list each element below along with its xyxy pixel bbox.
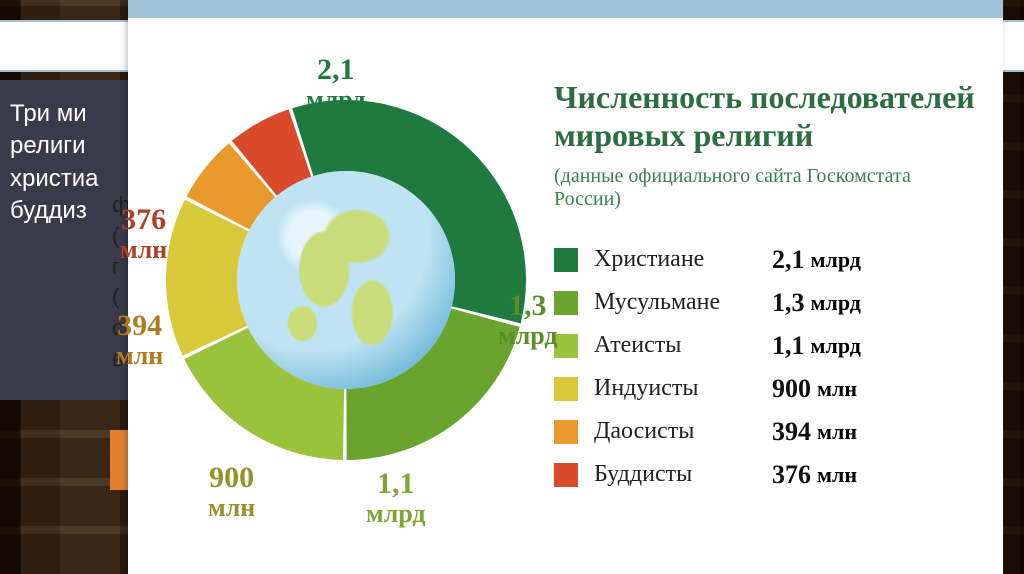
chart-subtitle: (данные официального сайта Госкомстата Р…	[554, 165, 975, 211]
slice-label-unit: млрд	[366, 500, 426, 527]
legend-value: 900	[772, 374, 811, 404]
left-panel-line: Три ми	[10, 98, 120, 130]
left-panel-line: христиа	[10, 163, 120, 195]
legend-value: 394	[772, 417, 811, 447]
slice-label-buddhists: 376 млн	[120, 204, 167, 263]
legend-swatch	[554, 334, 578, 358]
slice-label-hindus: 900 млн	[208, 462, 255, 521]
slice-label-atheists: 1,1 млрд	[366, 468, 426, 527]
legend-unit: млрд	[811, 247, 861, 273]
slice-label-unit: млн	[116, 342, 163, 369]
infographic-card: 2,1 млрд1,3 млрд1,1 млрд900 млн394 млн37…	[128, 0, 1003, 574]
chart-title: Численность последователей мировых религ…	[554, 78, 975, 155]
legend-name: Индуисты	[594, 375, 772, 402]
legend-row-hindus: Индуисты900млн	[554, 374, 975, 404]
left-panel-line: буддиз	[10, 195, 120, 227]
slice-label-value: 1,1	[377, 467, 415, 500]
legend-unit: млрд	[811, 290, 861, 316]
legend-name: Буддисты	[594, 461, 772, 488]
slice-label-christians: 2,1 млрд	[306, 54, 366, 113]
legend-name: Даосисты	[594, 418, 772, 445]
left-panel-line: религи	[10, 130, 120, 162]
legend-name: Христиане	[594, 246, 772, 273]
text-panel: Численность последователей мировых религ…	[554, 30, 975, 554]
legend-value: 1,3	[772, 288, 805, 318]
left-dark-panel: Три ми религи христиа буддиз	[0, 80, 130, 400]
legend-name: Мусульмане	[594, 289, 772, 316]
slice-label-unit: млн	[208, 494, 255, 521]
slice-label-value: 2,1	[317, 53, 355, 86]
slice-label-value: 376	[121, 203, 166, 236]
legend-swatch	[554, 291, 578, 315]
legend-swatch	[554, 420, 578, 444]
legend-swatch	[554, 377, 578, 401]
slice-label-unit: млрд	[306, 86, 366, 113]
legend-unit: млн	[817, 462, 857, 488]
chart-panel: 2,1 млрд1,3 млрд1,1 млрд900 млн394 млн37…	[156, 50, 536, 554]
legend-row-taoists: Даосисты394млн	[554, 417, 975, 447]
legend-row-atheists: Атеисты1,1млрд	[554, 331, 975, 361]
legend-swatch	[554, 463, 578, 487]
slice-label-value: 900	[209, 461, 254, 494]
legend-row-christians: Христиане2,1млрд	[554, 245, 975, 275]
globe-icon	[237, 171, 455, 389]
left-orange-strip	[110, 430, 130, 490]
legend-unit: млн	[817, 419, 857, 445]
legend-row-buddhists: Буддисты376млн	[554, 460, 975, 490]
slice-label-value: 1,3	[509, 289, 547, 322]
legend-unit: млрд	[811, 333, 861, 359]
legend-unit: млн	[817, 376, 857, 402]
legend-row-muslims: Мусульмане1,3млрд	[554, 288, 975, 318]
slice-label-unit: млн	[120, 236, 167, 263]
slice-label-unit: млрд	[498, 322, 558, 349]
slice-label-value: 394	[117, 309, 162, 342]
slice-label-taoists: 394 млн	[116, 310, 163, 369]
legend-swatch	[554, 248, 578, 272]
legend-value: 2,1	[772, 245, 805, 275]
legend-value: 376	[772, 460, 811, 490]
legend: Христиане2,1млрдМусульмане1,3млрдАтеисты…	[554, 245, 975, 490]
slice-label-muslims: 1,3 млрд	[498, 290, 558, 349]
donut-chart: 2,1 млрд1,3 млрд1,1 млрд900 млн394 млн37…	[166, 100, 526, 460]
legend-value: 1,1	[772, 331, 805, 361]
legend-name: Атеисты	[594, 332, 772, 359]
